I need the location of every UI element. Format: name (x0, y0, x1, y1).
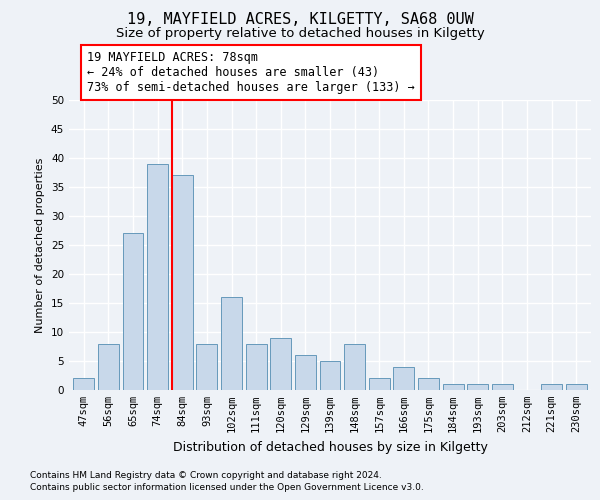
Y-axis label: Number of detached properties: Number of detached properties (35, 158, 46, 332)
Text: Size of property relative to detached houses in Kilgetty: Size of property relative to detached ho… (116, 28, 484, 40)
Bar (73, 378, 94, 390)
Bar (492, 384, 513, 390)
Bar (394, 367, 415, 390)
Bar (172, 176, 193, 390)
Bar (221, 297, 242, 390)
Bar (320, 361, 340, 390)
Bar (443, 384, 464, 390)
Bar (295, 355, 316, 390)
Bar (541, 384, 562, 390)
Bar (467, 384, 488, 390)
Bar (122, 234, 143, 390)
Text: 19, MAYFIELD ACRES, KILGETTY, SA68 0UW: 19, MAYFIELD ACRES, KILGETTY, SA68 0UW (127, 12, 473, 28)
Bar (196, 344, 217, 390)
Bar (566, 384, 587, 390)
Text: 19 MAYFIELD ACRES: 78sqm
← 24% of detached houses are smaller (43)
73% of semi-d: 19 MAYFIELD ACRES: 78sqm ← 24% of detach… (87, 51, 415, 94)
Bar (98, 344, 119, 390)
Bar (245, 344, 266, 390)
Text: Contains public sector information licensed under the Open Government Licence v3: Contains public sector information licen… (30, 483, 424, 492)
Bar (270, 338, 291, 390)
X-axis label: Distribution of detached houses by size in Kilgetty: Distribution of detached houses by size … (173, 440, 487, 454)
Bar (369, 378, 390, 390)
Text: Contains HM Land Registry data © Crown copyright and database right 2024.: Contains HM Land Registry data © Crown c… (30, 471, 382, 480)
Bar (147, 164, 168, 390)
Bar (418, 378, 439, 390)
Bar (344, 344, 365, 390)
